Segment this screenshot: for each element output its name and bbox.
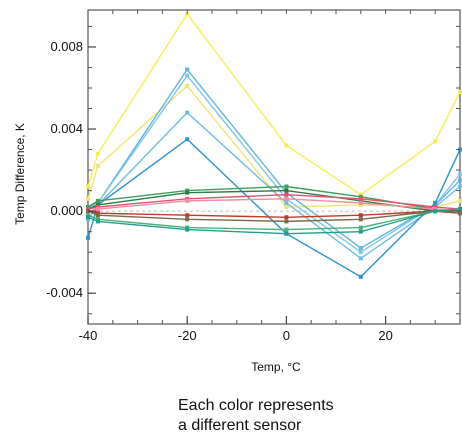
data-point [358, 202, 363, 207]
data-point [95, 151, 100, 156]
data-point [284, 188, 289, 193]
data-point [95, 217, 100, 222]
data-point [358, 256, 363, 261]
data-point [284, 227, 289, 232]
data-point [185, 190, 190, 195]
data-point [433, 209, 438, 214]
x-tick-label: 20 [378, 328, 392, 343]
data-point [458, 90, 462, 95]
data-point [284, 143, 289, 148]
data-point [284, 190, 289, 195]
y-axis-label: Temp Difference, K [13, 123, 27, 225]
data-point [95, 163, 100, 168]
data-point [185, 73, 190, 78]
data-point [458, 178, 462, 183]
data-point [358, 198, 363, 203]
data-point [95, 205, 100, 210]
x-tick-label: 0 [283, 328, 290, 343]
data-point [284, 200, 289, 205]
data-point [433, 202, 438, 207]
y-tick-label: 0.004 [50, 121, 83, 136]
data-point [95, 200, 100, 205]
data-point [185, 198, 190, 203]
data-point [433, 207, 438, 212]
data-point [458, 184, 462, 189]
data-point [433, 139, 438, 144]
caption-line-1: Each color represents [178, 397, 334, 414]
data-point [86, 213, 90, 218]
data-point [185, 225, 190, 230]
data-point [86, 215, 90, 220]
caption-line-2: a different sensor [178, 417, 302, 434]
data-point [358, 250, 363, 255]
data-point [95, 211, 100, 216]
data-point [95, 202, 100, 207]
data-point [458, 211, 462, 216]
data-point [358, 192, 363, 197]
data-point [185, 213, 190, 218]
data-point [86, 184, 90, 189]
y-tick-label: 0.008 [50, 39, 83, 54]
data-point [433, 205, 438, 210]
data-point [86, 217, 90, 222]
data-point [86, 205, 90, 210]
data-point [458, 207, 462, 212]
data-point [358, 194, 363, 199]
axes-layer: -40 -20 0 20 -0.004 0.000 0.004 0.008 [46, 10, 461, 343]
data-point [358, 229, 363, 234]
data-point [185, 110, 190, 115]
data-point [358, 246, 363, 251]
data-point [185, 227, 190, 232]
y-tick-label: 0.000 [50, 203, 83, 218]
data-point [95, 219, 100, 224]
plot-frame [87, 9, 461, 325]
data-point [358, 225, 363, 230]
x-tick-label: -40 [79, 328, 98, 343]
data-point [95, 198, 100, 203]
data-point [185, 188, 190, 193]
data-point [185, 217, 190, 222]
data-point [284, 205, 289, 210]
data-point [185, 196, 190, 201]
data-point [86, 235, 90, 240]
data-point [458, 172, 462, 177]
data-point [86, 207, 90, 212]
y-tick-label: -0.004 [46, 285, 83, 300]
data-point [95, 213, 100, 218]
data-point [284, 231, 289, 236]
data-point [86, 196, 90, 201]
x-axis-label: Temp, °C [251, 360, 301, 374]
data-point [185, 67, 190, 72]
series-layer [86, 12, 462, 279]
plot-area [87, 9, 461, 325]
data-point [185, 12, 190, 17]
data-point [185, 83, 190, 88]
data-point [284, 219, 289, 224]
x-tick-label: -20 [178, 328, 197, 343]
data-point [284, 196, 289, 201]
data-point [358, 196, 363, 201]
data-point [358, 213, 363, 218]
data-point [185, 137, 190, 142]
data-point [358, 217, 363, 222]
data-point [458, 198, 462, 203]
data-point [358, 200, 363, 205]
data-point [433, 200, 438, 205]
data-point [358, 274, 363, 279]
data-point [284, 215, 289, 220]
data-point [284, 192, 289, 197]
data-point [284, 184, 289, 189]
caption: Each color represents a different sensor [178, 396, 334, 436]
data-point [95, 207, 100, 212]
